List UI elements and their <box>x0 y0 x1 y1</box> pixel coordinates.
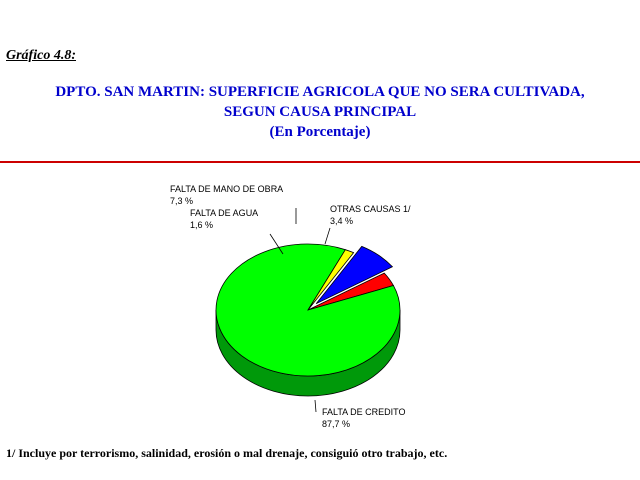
figure-label: Gráfico 4.8: <box>6 48 76 63</box>
slice-label-value: 87,7 % <box>322 419 350 429</box>
slice-label-value: 7,3 % <box>170 196 193 206</box>
slice-label-name: FALTA DE AGUA <box>190 208 258 218</box>
slice-label-value: 1,6 % <box>190 220 213 230</box>
pie-slice-falta-de-agua <box>307 249 355 311</box>
slice-label-name: FALTA DE MANO DE OBRA <box>170 184 283 194</box>
leader-line <box>314 399 317 413</box>
chart-title-line-2: SEGUN CAUSA PRINCIPAL <box>223 104 417 120</box>
slice-labels: FALTA DE CREDITO 87,7 % FALTA DE AGUA 1,6 %… <box>170 184 411 429</box>
leader-lines <box>269 208 331 413</box>
footnote: 1/ Incluye por terrorismo, salinidad, er… <box>6 446 448 460</box>
divider-rule <box>0 161 640 163</box>
slice-label-name: OTRAS CAUSAS 1/ <box>330 204 411 214</box>
leader-line <box>269 233 284 255</box>
chart-subtitle: (En Porcentaje) <box>269 124 371 140</box>
chart-title-line-1: DPTO. SAN MARTIN: SUPERFICIE AGRICOLA QU… <box>55 84 585 100</box>
slice-label-name: FALTA DE CREDITO <box>322 407 406 417</box>
pie-slices <box>215 243 401 377</box>
slice-label-value: 3,4 % <box>330 216 353 226</box>
pie-slice-falta-de-mano-de-obra <box>315 245 394 305</box>
leader-line <box>324 227 331 245</box>
